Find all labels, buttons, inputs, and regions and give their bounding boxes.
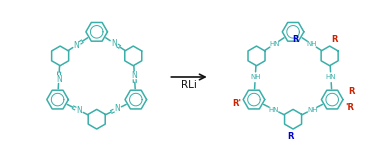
Text: HN: HN [269,107,279,113]
Text: N: N [76,106,82,115]
Text: N: N [115,104,120,113]
Text: N: N [56,75,62,84]
Text: NH: NH [307,107,318,113]
Text: N: N [111,39,117,48]
Text: R: R [293,35,299,44]
Text: R: R [349,87,355,96]
Text: HN: HN [269,41,280,47]
Text: 'R: 'R [345,103,354,112]
Text: R: R [331,35,338,44]
Text: R': R' [232,99,241,108]
Text: RLi: RLi [181,80,197,90]
Text: HN: HN [325,74,336,80]
Text: NH: NH [307,41,317,47]
Text: N: N [74,41,79,50]
Text: R: R [287,132,293,141]
Text: N: N [132,71,137,80]
Text: NH: NH [250,74,260,80]
